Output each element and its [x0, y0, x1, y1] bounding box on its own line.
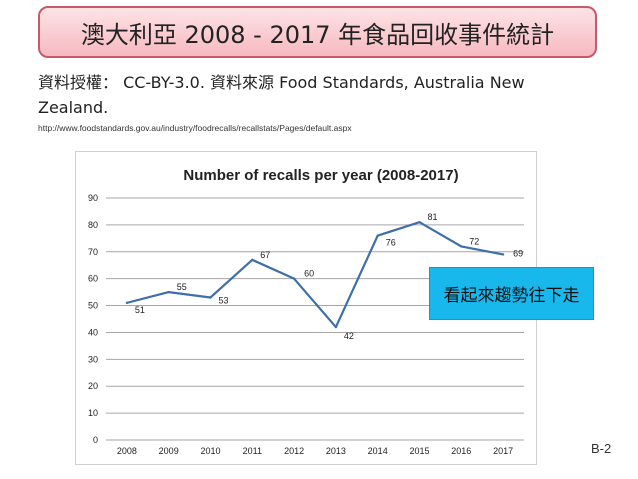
x-tick-label: 2017 — [493, 446, 513, 456]
y-tick-label: 40 — [88, 327, 98, 337]
y-tick-label: 90 — [88, 193, 98, 203]
data-label: 67 — [260, 250, 270, 260]
page-number: B-2 — [591, 441, 612, 456]
x-tick-label: 2010 — [200, 446, 220, 456]
trend-callout: 看起來趨勢往下走 — [429, 267, 594, 320]
title-banner: 澳大利亞 2008 - 2017 年食品回收事件統計 — [38, 6, 597, 58]
data-point — [460, 245, 463, 248]
data-label: 81 — [428, 212, 438, 222]
x-tick-label: 2012 — [284, 446, 304, 456]
chart-title: Number of recalls per year (2008-2017) — [183, 167, 458, 184]
data-point — [292, 277, 296, 280]
y-tick-label: 30 — [88, 354, 98, 364]
y-tick-label: 60 — [88, 274, 98, 284]
y-tick-label: 0 — [93, 435, 98, 445]
data-point — [376, 234, 379, 237]
x-tick-label: 2009 — [159, 446, 179, 456]
data-label: 76 — [386, 238, 396, 248]
data-label: 51 — [135, 305, 145, 315]
data-point — [209, 296, 212, 299]
data-label: 72 — [469, 236, 479, 246]
x-tick-label: 2008 — [117, 446, 137, 456]
x-tick-label: 2015 — [409, 446, 429, 456]
x-tick-label: 2013 — [326, 446, 346, 456]
series-line — [126, 221, 504, 329]
data-label: 53 — [219, 295, 229, 305]
data-point — [251, 258, 254, 262]
axis-layer: 0 10 20 30 40 50 60 70 80 90 2008 2009 2010 2011 2012 2… — [88, 193, 513, 456]
source-url: http://www.foodstandards.gov.au/industry… — [38, 123, 352, 133]
y-tick-label: 20 — [88, 381, 98, 391]
y-tick-label: 80 — [88, 220, 98, 230]
data-label: 55 — [177, 282, 187, 292]
y-tick-label: 70 — [88, 247, 98, 257]
series-layer: 51 55 53 67 60 42 76 81 72 69 — [125, 212, 523, 341]
y-tick-label: 10 — [88, 408, 98, 418]
page-title: 澳大利亞 2008 - 2017 年食品回收事件統計 — [80, 20, 555, 49]
data-label: 60 — [304, 269, 314, 279]
x-tick-label: 2011 — [243, 446, 262, 456]
y-tick-label: 50 — [88, 301, 98, 311]
data-point — [501, 253, 505, 256]
data-point — [125, 301, 129, 305]
license-text: 資料授權： CC-BY-3.0. 資料來源 Food Standards, Au… — [38, 73, 525, 117]
x-tick-label: 2016 — [451, 446, 471, 456]
data-point — [334, 325, 338, 329]
data-label: 42 — [344, 331, 354, 341]
recalls-line-chart: Number of recalls per year (2008-2017) 0… — [88, 167, 524, 456]
x-tick-label: 2014 — [368, 446, 388, 456]
data-label: 69 — [513, 248, 523, 258]
data-point — [167, 290, 170, 294]
data-point — [418, 221, 421, 224]
